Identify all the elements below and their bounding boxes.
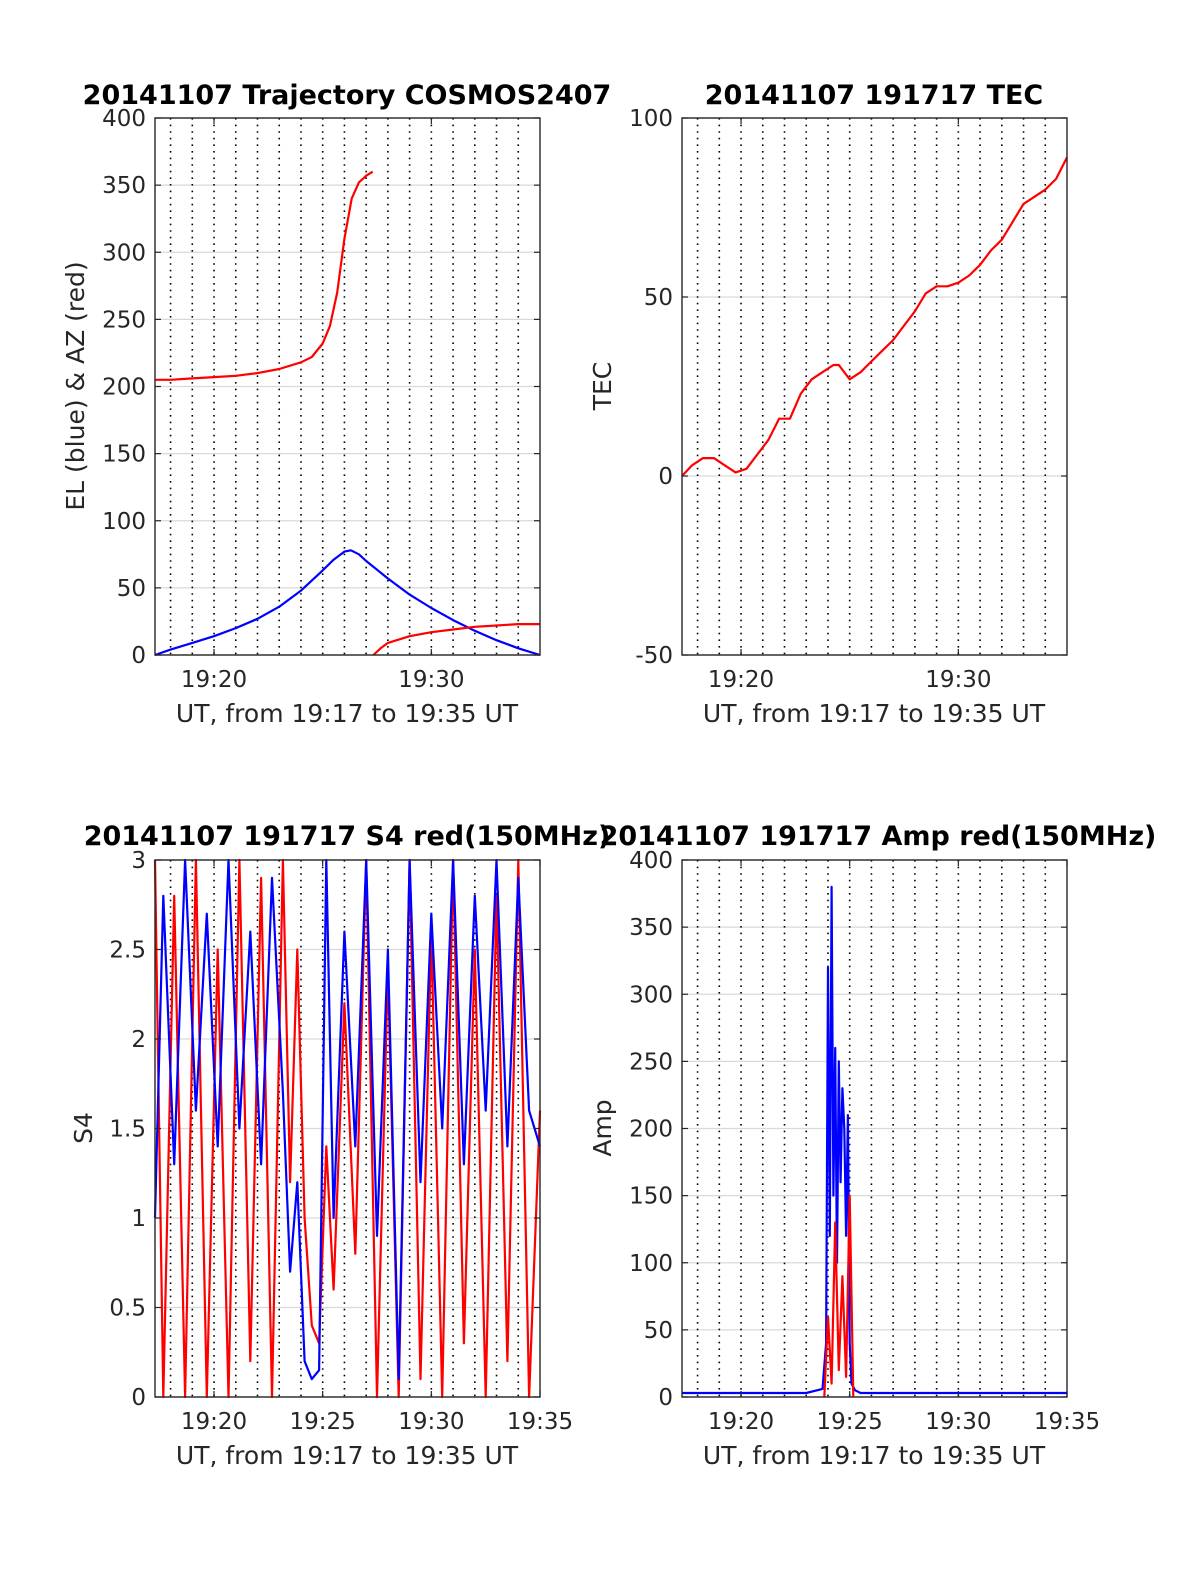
y-tick-label: 300 [629, 982, 673, 1008]
y-tick-label: 50 [644, 1318, 673, 1344]
y-tick-label: 50 [644, 285, 673, 311]
y-axis-label: EL (blue) & AZ (red) [61, 261, 90, 510]
y-tick-label: 300 [102, 240, 146, 266]
y-tick-label: 100 [102, 509, 146, 535]
chart-title: 20141107 191717 Amp red(150MHz) [600, 821, 1157, 852]
panel-trajectory: 20141107 Trajectory COSMOS2407 UT, from … [61, 80, 611, 728]
y-axis-label: TEC [588, 362, 617, 412]
y-tick-label: 100 [629, 1251, 673, 1277]
series-line-blue [153, 858, 542, 1381]
y-tick-label: 150 [629, 1184, 673, 1210]
y-axis-label: Amp [588, 1099, 617, 1156]
panel-s4: 20141107 191717 S4 red(150MHz) UT, from … [69, 821, 610, 1470]
x-tick-label: 19:30 [925, 1409, 991, 1435]
x-axis-label: UT, from 19:17 to 19:35 UT [703, 699, 1046, 728]
y-tick-label: 250 [629, 1049, 673, 1075]
y-tick-label: 200 [102, 375, 146, 401]
y-tick-label: 1 [131, 1206, 146, 1232]
x-tick-label: 19:30 [398, 667, 464, 693]
chart-title: 20141107 Trajectory COSMOS2407 [83, 80, 612, 111]
series-line-blue [154, 549, 541, 657]
y-tick-label: 250 [102, 307, 146, 333]
x-axis-label: UT, from 19:17 to 19:35 UT [176, 699, 519, 728]
x-tick-label: 19:30 [925, 667, 991, 693]
y-axis-label: S4 [69, 1112, 98, 1144]
y-tick-label: 350 [629, 915, 673, 941]
x-tick-label: 19:25 [817, 1409, 883, 1435]
y-tick-label: 400 [102, 106, 146, 132]
series-line-red [681, 156, 1068, 477]
x-tick-label: 19:20 [708, 667, 774, 693]
y-tick-label: 2.5 [109, 938, 146, 964]
y-tick-label: 350 [102, 173, 146, 199]
y-tick-label: 200 [629, 1117, 673, 1143]
chart-title: 20141107 191717 TEC [705, 80, 1044, 111]
y-tick-label: 0 [658, 1385, 673, 1411]
y-tick-label: 150 [102, 442, 146, 468]
series-line-red [823, 1194, 855, 1398]
x-tick-label: 19:20 [181, 1409, 247, 1435]
axes-frame [681, 117, 1068, 656]
x-tick-label: 19:35 [507, 1409, 573, 1435]
y-tick-label: 3 [131, 848, 146, 874]
y-tick-label: -50 [635, 643, 673, 669]
y-tick-label: 400 [629, 848, 673, 874]
y-tick-label: 0 [658, 464, 673, 490]
x-tick-label: 19:20 [708, 1409, 774, 1435]
x-tick-label: 19:35 [1034, 1409, 1100, 1435]
x-tick-label: 19:25 [290, 1409, 356, 1435]
chart-title: 20141107 191717 S4 red(150MHz) [84, 821, 611, 852]
y-tick-label: 50 [117, 576, 146, 602]
y-tick-label: 0 [131, 1385, 146, 1411]
panel-amp: 20141107 191717 Amp red(150MHz) UT, from… [588, 821, 1156, 1470]
series-line-blue [682, 885, 1067, 1395]
series-line-red [153, 858, 542, 1399]
y-tick-label: 0 [131, 643, 146, 669]
x-tick-label: 19:20 [181, 667, 247, 693]
x-axis-label: UT, from 19:17 to 19:35 UT [176, 1441, 519, 1470]
x-axis-label: UT, from 19:17 to 19:35 UT [703, 1441, 1046, 1470]
panel-tec: 20141107 191717 TEC UT, from 19:17 to 19… [588, 80, 1068, 728]
x-tick-label: 19:30 [398, 1409, 464, 1435]
y-tick-label: 0.5 [109, 1296, 146, 1322]
y-tick-label: 1.5 [109, 1117, 146, 1143]
y-tick-label: 2 [131, 1027, 146, 1053]
series-line-red [155, 170, 540, 656]
y-tick-label: 100 [629, 106, 673, 132]
